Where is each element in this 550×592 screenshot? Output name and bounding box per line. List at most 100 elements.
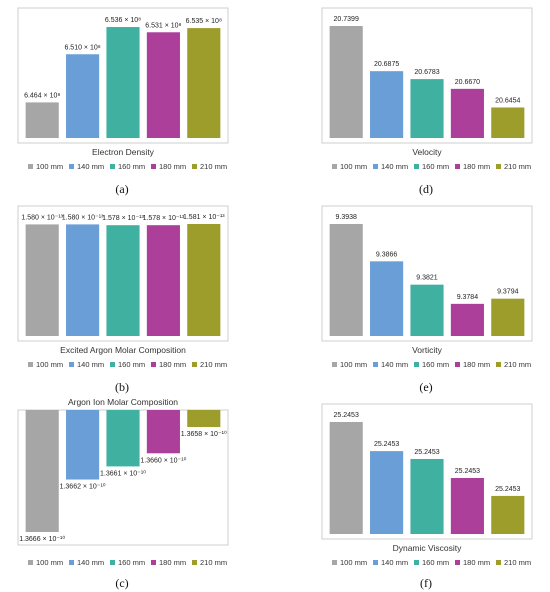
legend-swatch-b-3 <box>110 362 115 367</box>
legend-swatch-a-2 <box>69 164 74 169</box>
legend-label-f-2: 140 mm <box>381 558 408 567</box>
data-label-b-3: 1.578 × 10⁻¹³ <box>102 215 144 222</box>
data-label-d-5: 20.6454 <box>495 97 520 104</box>
legend-swatch-f-4 <box>455 560 460 565</box>
data-label-d-1: 20.7399 <box>334 16 359 23</box>
bar-a-4 <box>146 32 180 138</box>
bar-c-4 <box>146 410 180 454</box>
data-label-a-2: 6.510 × 10⁸ <box>64 44 100 51</box>
legend-swatch-e-4 <box>455 362 460 367</box>
data-label-e-4: 9.3784 <box>457 294 479 301</box>
data-label-e-5: 9.3794 <box>497 289 519 296</box>
data-label-b-4: 1.578 × 10⁻¹³ <box>143 215 185 222</box>
chart-svg-f: 25.2453 25.2453 25.2453 25.2453 25.2453 Dynam… <box>321 403 533 567</box>
subfigure-label-c: (c) <box>115 576 129 590</box>
data-label-b-1: 1.580 × 10⁻¹³ <box>21 214 63 221</box>
bar-f-3 <box>410 458 444 534</box>
legend-label-c-5: 210 mm <box>200 558 227 567</box>
data-label-f-5: 25.2453 <box>495 486 520 493</box>
chart-panel-e: 9.3938 9.3866 9.3821 9.3784 9.3794 Vorticity 1… <box>312 198 540 378</box>
legend-label-c-2: 140 mm <box>77 558 104 567</box>
legend-label-a-3: 160 mm <box>118 162 145 171</box>
legend-swatch-c-1 <box>28 560 33 565</box>
data-label-d-4: 20.6670 <box>455 79 480 86</box>
data-label-e-2: 9.3866 <box>376 251 398 258</box>
data-label-a-5: 6.535 × 10⁸ <box>186 18 222 25</box>
legend-label-f-5: 210 mm <box>504 558 531 567</box>
bar-c-3 <box>106 410 140 467</box>
legend-label-d-5: 210 mm <box>504 162 531 171</box>
subfigure-label-a: (a) <box>115 182 129 196</box>
legend-swatch-e-1 <box>332 362 337 367</box>
subfigure-label-b: (b) <box>115 380 129 394</box>
legend-swatch-a-3 <box>110 164 115 169</box>
bar-e-5 <box>491 298 525 336</box>
chart-panel-d: 20.7399 20.6875 20.6783 20.6670 20.6454 Veloc… <box>312 0 540 180</box>
bar-e-3 <box>410 284 444 336</box>
legend-label-b-1: 100 mm <box>36 360 63 369</box>
bar-d-3 <box>410 79 444 138</box>
legend-label-e-4: 180 mm <box>463 360 490 369</box>
chart-svg-d: 20.7399 20.6875 20.6783 20.6670 20.6454 Veloc… <box>321 7 533 171</box>
bar-b-5 <box>187 224 221 336</box>
legend-swatch-c-5 <box>192 560 197 565</box>
chart-panel-c: 1.3666 × 10⁻¹⁰ 1.3662 × 10⁻¹⁰ 1.3661 × 10⁻… <box>8 396 236 576</box>
legend-swatch-e-2 <box>373 362 378 367</box>
bar-a-3 <box>106 27 140 138</box>
bar-e-2 <box>370 261 404 336</box>
legend-label-f-3: 160 mm <box>422 558 449 567</box>
chart-panel-a: 6.464 × 10⁸ 6.510 × 10⁸ 6.536 × 10⁸ 6.531 ×… <box>8 0 236 180</box>
bar-b-1 <box>25 224 59 336</box>
legend-swatch-b-4 <box>151 362 156 367</box>
bar-c-2 <box>66 410 100 480</box>
legend-swatch-c-4 <box>151 560 156 565</box>
legend-label-c-4: 180 mm <box>159 558 186 567</box>
legend-swatch-b-2 <box>69 362 74 367</box>
bar-b-2 <box>66 224 100 336</box>
data-label-b-5: 1.581 × 10⁻¹³ <box>183 214 225 221</box>
legend-label-b-2: 140 mm <box>77 360 104 369</box>
data-label-b-2: 1.580 × 10⁻¹³ <box>62 214 104 221</box>
legend-swatch-e-5 <box>496 362 501 367</box>
bar-d-4 <box>450 88 484 138</box>
data-label-f-4: 25.2453 <box>455 468 480 475</box>
legend-swatch-d-4 <box>455 164 460 169</box>
bar-d-2 <box>370 71 404 138</box>
legend-label-d-1: 100 mm <box>340 162 367 171</box>
data-label-a-1: 6.464 × 10⁸ <box>24 92 60 99</box>
legend-swatch-a-4 <box>151 164 156 169</box>
bar-f-4 <box>450 478 484 534</box>
legend-swatch-f-5 <box>496 560 501 565</box>
chart-title-c: Argon Ion Molar Composition <box>68 397 178 407</box>
data-label-f-3: 25.2453 <box>414 449 439 456</box>
legend-swatch-a-5 <box>192 164 197 169</box>
legend-swatch-f-2 <box>373 560 378 565</box>
chart-title-a: Electron Density <box>92 147 155 157</box>
bar-e-4 <box>450 303 484 336</box>
legend-swatch-d-1 <box>332 164 337 169</box>
legend-swatch-d-5 <box>496 164 501 169</box>
legend-swatch-f-3 <box>414 560 419 565</box>
legend-label-e-5: 210 mm <box>504 360 531 369</box>
data-label-f-2: 25.2453 <box>374 441 399 448</box>
legend-label-e-1: 100 mm <box>340 360 367 369</box>
bar-e-1 <box>329 224 363 336</box>
bar-d-1 <box>329 26 363 138</box>
legend-swatch-b-1 <box>28 362 33 367</box>
bar-b-4 <box>146 225 180 336</box>
legend-label-c-3: 160 mm <box>118 558 145 567</box>
bar-a-2 <box>66 54 100 138</box>
legend-label-f-1: 100 mm <box>340 558 367 567</box>
bar-c-1 <box>25 410 59 532</box>
data-label-c-3: 1.3661 × 10⁻¹⁰ <box>100 469 146 477</box>
legend-label-d-4: 180 mm <box>463 162 490 171</box>
bar-b-3 <box>106 225 140 336</box>
legend-label-c-1: 100 mm <box>36 558 63 567</box>
chart-panel-b: 1.580 × 10⁻¹³ 1.580 × 10⁻¹³ 1.578 × 10⁻¹³ 1… <box>8 198 236 378</box>
legend-label-b-3: 160 mm <box>118 360 145 369</box>
legend-label-e-2: 140 mm <box>381 360 408 369</box>
legend-swatch-c-2 <box>69 560 74 565</box>
data-label-c-5: 1.3658 × 10⁻¹⁰ <box>181 430 227 438</box>
subfigure-label-d: (d) <box>419 182 433 196</box>
bar-a-1 <box>25 102 59 138</box>
